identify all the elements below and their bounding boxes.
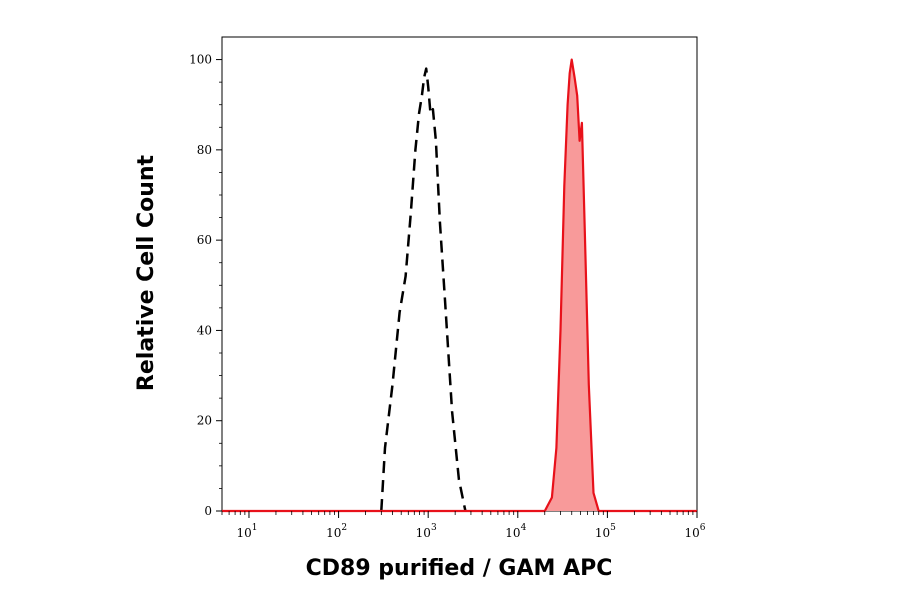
y-tick-label-5: 100 xyxy=(189,53,212,67)
y-axis-title: Relative Cell Count xyxy=(134,154,159,391)
series-1-fill xyxy=(222,59,697,511)
tick-layer: 101 102 103 104 105 106 0 20 40 60 80 100 xyxy=(189,53,706,540)
x-tick-label-1: 102 xyxy=(326,523,347,540)
x-tick-label-0: 101 xyxy=(236,523,257,540)
y-tick-label-4: 80 xyxy=(197,143,212,157)
series-1-line xyxy=(222,58,697,513)
x-tick-label-5: 106 xyxy=(684,523,705,540)
x-tick-label-2: 103 xyxy=(416,523,437,540)
y-tick-label-1: 20 xyxy=(197,414,212,428)
plot-frame xyxy=(221,36,698,512)
y-tick-label-2: 40 xyxy=(197,323,212,337)
x-tick-label-4: 105 xyxy=(595,523,616,540)
y-tick-label-3: 60 xyxy=(197,233,212,247)
x-tick-label-3: 104 xyxy=(505,523,526,540)
series-0-line xyxy=(380,67,467,512)
series-layer xyxy=(222,58,697,513)
x-axis-title: CD89 purified / GAM APC xyxy=(306,556,613,581)
y-tick-label-0: 0 xyxy=(204,504,212,518)
